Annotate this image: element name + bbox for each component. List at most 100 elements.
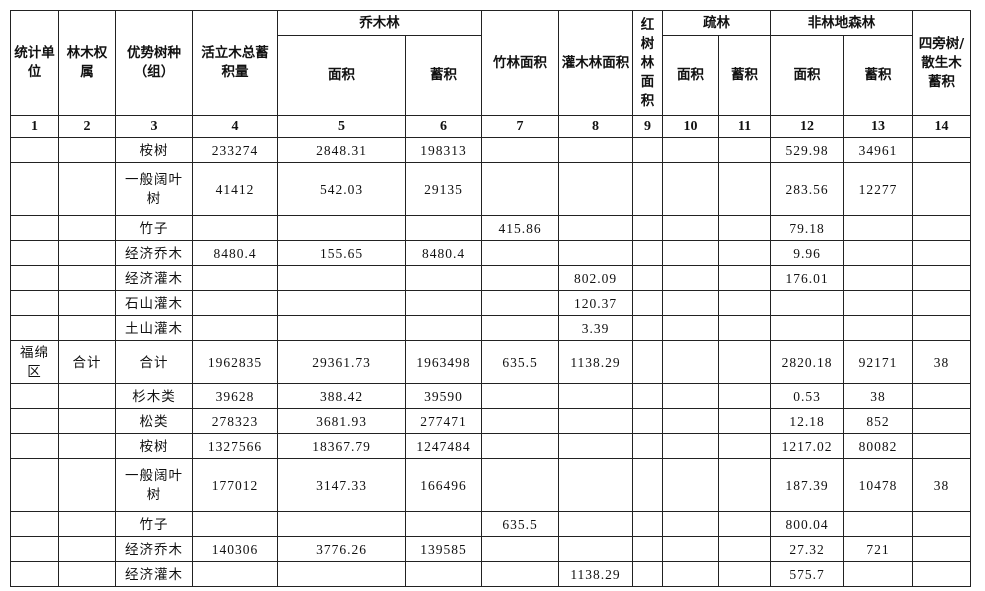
table-cell <box>718 290 771 316</box>
table-cell: 经济灌木 <box>115 265 193 291</box>
table-cell: 529.98 <box>770 137 844 163</box>
table-cell <box>192 561 278 587</box>
table-cell: 桉树 <box>115 433 193 459</box>
table-cell: 155.65 <box>277 240 406 266</box>
table-cell <box>481 315 559 341</box>
table-cell <box>481 561 559 587</box>
table-cell <box>632 265 663 291</box>
table-cell <box>718 340 771 384</box>
table-row: 松类 278323 3681.93 277471 12.18 852 <box>10 408 971 434</box>
table-cell <box>277 315 406 341</box>
column-number: 9 <box>632 115 663 138</box>
table-cell <box>632 433 663 459</box>
table-cell <box>558 215 633 241</box>
table-cell: 29135 <box>405 162 482 216</box>
table-cell <box>58 240 116 266</box>
table-cell <box>718 433 771 459</box>
table-cell <box>843 511 913 537</box>
table-cell: 139585 <box>405 536 482 562</box>
table-cell: 38 <box>912 458 971 512</box>
table-cell <box>632 290 663 316</box>
table-cell: 1963498 <box>405 340 482 384</box>
table-cell <box>192 511 278 537</box>
table-cell: 9.96 <box>770 240 844 266</box>
table-cell <box>558 433 633 459</box>
table-cell: 松类 <box>115 408 193 434</box>
table-cell: 1327566 <box>192 433 278 459</box>
column-number: 8 <box>558 115 633 138</box>
table-cell <box>277 561 406 587</box>
table-cell <box>481 290 559 316</box>
header-total-stock: 活立木总蓄积量 <box>192 10 278 116</box>
table-cell <box>843 561 913 587</box>
table-cell <box>632 536 663 562</box>
table-cell: 桉树 <box>115 137 193 163</box>
table-cell <box>718 265 771 291</box>
column-number: 12 <box>770 115 844 138</box>
table-cell <box>718 511 771 537</box>
table-cell: 635.5 <box>481 340 559 384</box>
table-cell <box>558 458 633 512</box>
table-cell: 29361.73 <box>277 340 406 384</box>
table-cell: 12.18 <box>770 408 844 434</box>
table-cell: 39628 <box>192 383 278 409</box>
header-shrub-area: 灌木林面积 <box>558 10 633 116</box>
table-cell <box>277 290 406 316</box>
table-cell <box>58 215 116 241</box>
table-cell: 竹子 <box>115 215 193 241</box>
table-cell <box>405 290 482 316</box>
table-cell <box>632 315 663 341</box>
table-cell <box>10 561 59 587</box>
header-nonforest-area: 面积 <box>770 35 844 116</box>
table-cell: 38 <box>912 340 971 384</box>
table-cell <box>843 290 913 316</box>
table-cell <box>58 383 116 409</box>
table-cell <box>632 511 663 537</box>
table-cell <box>558 383 633 409</box>
table-cell <box>718 458 771 512</box>
table-cell <box>405 511 482 537</box>
table-cell: 一般阔叶树 <box>115 162 193 216</box>
table-cell <box>481 536 559 562</box>
table-cell <box>632 215 663 241</box>
table-cell <box>718 315 771 341</box>
table-cell <box>662 458 719 512</box>
table-cell: 1138.29 <box>558 340 633 384</box>
table-cell: 3147.33 <box>277 458 406 512</box>
table-cell <box>662 137 719 163</box>
header-mangrove-area: 红树林面积 <box>632 10 663 116</box>
table-cell <box>718 408 771 434</box>
column-number: 2 <box>58 115 116 138</box>
table-cell <box>912 315 971 341</box>
table-cell: 0.53 <box>770 383 844 409</box>
table-cell <box>10 240 59 266</box>
header-arbor-stock: 蓄积 <box>405 35 482 116</box>
table-cell: 166496 <box>405 458 482 512</box>
table-cell <box>912 240 971 266</box>
table-cell <box>843 215 913 241</box>
table-cell: 1138.29 <box>558 561 633 587</box>
table-cell: 79.18 <box>770 215 844 241</box>
table-cell: 杉木类 <box>115 383 193 409</box>
table-cell: 39590 <box>405 383 482 409</box>
table-row: 竹子 635.5 800.04 <box>10 511 971 537</box>
table-cell: 575.7 <box>770 561 844 587</box>
table-cell: 176.01 <box>770 265 844 291</box>
table-cell <box>843 315 913 341</box>
table-cell <box>58 315 116 341</box>
table-cell <box>10 511 59 537</box>
header-sparse-stock: 蓄积 <box>718 35 771 116</box>
table-cell <box>481 458 559 512</box>
table-cell <box>912 408 971 434</box>
table-cell: 合计 <box>58 340 116 384</box>
table-cell: 800.04 <box>770 511 844 537</box>
table-cell: 38 <box>843 383 913 409</box>
table-cell <box>10 458 59 512</box>
table-cell <box>912 536 971 562</box>
table-row: 杉木类 39628 388.42 39590 0.53 38 <box>10 383 971 409</box>
table-cell <box>558 511 633 537</box>
table-cell <box>405 265 482 291</box>
header-sparse-area: 面积 <box>662 35 719 116</box>
table-cell: 3681.93 <box>277 408 406 434</box>
table-cell <box>662 265 719 291</box>
